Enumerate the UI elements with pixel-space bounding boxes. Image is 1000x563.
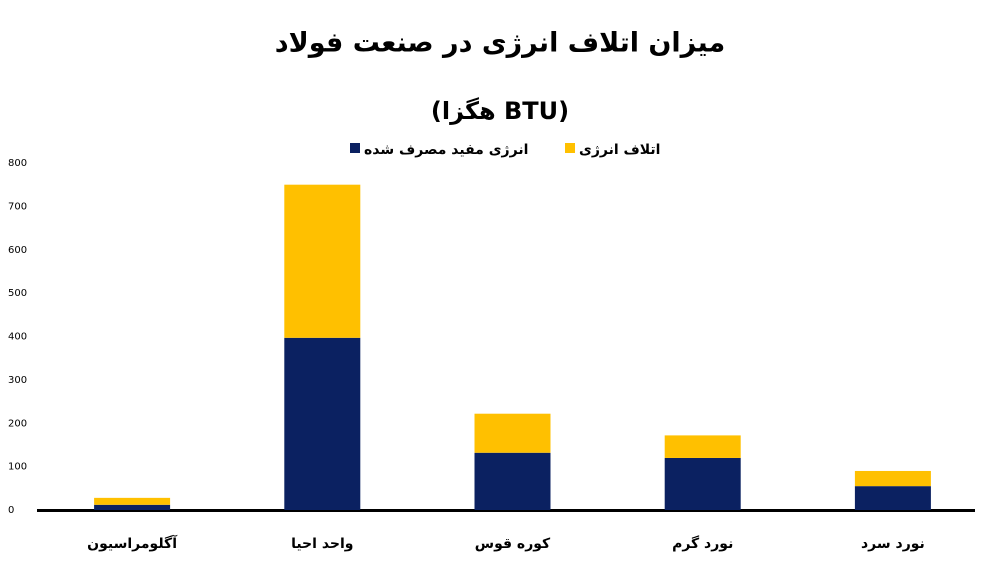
- chart-subtitle: (هگزا BTU): [431, 97, 569, 125]
- x-tick-label: نورد سرد: [861, 536, 925, 552]
- y-tick-label: 800: [8, 158, 27, 169]
- x-tick-label: آگلومراسیون: [87, 534, 178, 552]
- x-tick-label: کوره قوس: [475, 536, 551, 552]
- legend-swatch: [350, 143, 360, 153]
- y-tick-label: 200: [8, 418, 27, 429]
- bar-segment: [94, 497, 171, 505]
- bar-segment: [284, 337, 361, 510]
- bar-segment: [474, 413, 551, 453]
- y-tick-label: 100: [8, 462, 27, 473]
- bar-segment: [854, 470, 931, 487]
- bar-segment: [94, 504, 171, 510]
- legend-label: انرژی مفید مصرف شده: [364, 142, 528, 158]
- y-tick-label: 300: [8, 375, 27, 386]
- y-tick-label: 600: [8, 245, 27, 256]
- bar-segment: [664, 457, 741, 510]
- bar-segment: [664, 435, 741, 458]
- y-tick-label: 0: [8, 505, 14, 516]
- y-tick-label: 400: [8, 332, 27, 343]
- x-tick-label: واحد احیا: [291, 536, 353, 552]
- legend-swatch: [565, 143, 575, 153]
- bar-segment: [284, 184, 361, 338]
- y-tick-label: 700: [8, 201, 27, 212]
- chart-title: میزان اتلاف انرژی در صنعت فولاد: [275, 28, 725, 59]
- x-tick-label: نورد گرم: [672, 535, 733, 552]
- bar-segment: [474, 452, 551, 510]
- bar-segment: [854, 486, 931, 510]
- legend-label: اتلاف انرژی: [579, 142, 660, 158]
- y-tick-label: 500: [8, 288, 27, 299]
